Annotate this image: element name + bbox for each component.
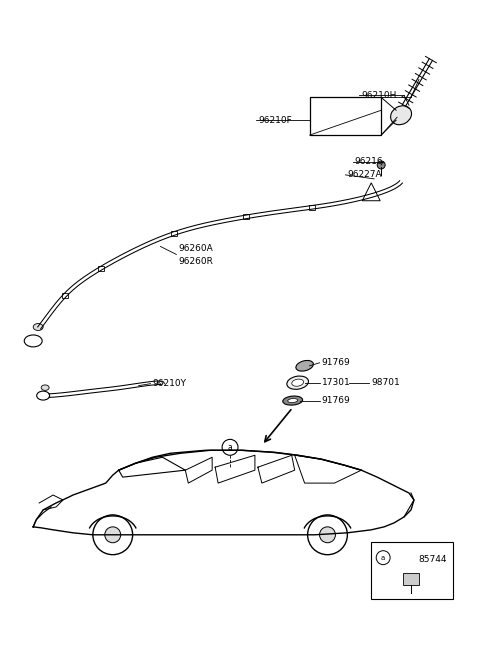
FancyBboxPatch shape xyxy=(62,293,68,298)
Ellipse shape xyxy=(33,323,43,331)
Text: a: a xyxy=(228,443,232,452)
Text: 91769: 91769 xyxy=(322,396,350,405)
Polygon shape xyxy=(362,183,380,201)
Text: a: a xyxy=(381,555,385,561)
Circle shape xyxy=(377,161,385,169)
FancyBboxPatch shape xyxy=(403,573,419,584)
Ellipse shape xyxy=(41,385,49,390)
Text: 96210Y: 96210Y xyxy=(153,379,187,388)
Ellipse shape xyxy=(283,396,302,405)
Text: 96227A: 96227A xyxy=(348,171,382,179)
FancyBboxPatch shape xyxy=(243,215,249,219)
Text: 96210H: 96210H xyxy=(361,91,396,100)
FancyBboxPatch shape xyxy=(364,194,371,199)
Circle shape xyxy=(105,527,120,543)
Ellipse shape xyxy=(292,379,303,386)
Text: 96260A: 96260A xyxy=(179,244,213,253)
FancyBboxPatch shape xyxy=(309,205,315,210)
Text: 17301: 17301 xyxy=(322,378,350,387)
Text: 98701: 98701 xyxy=(371,378,400,387)
Ellipse shape xyxy=(287,376,309,389)
Ellipse shape xyxy=(296,360,313,371)
FancyBboxPatch shape xyxy=(371,542,453,600)
Text: 96210F: 96210F xyxy=(258,115,292,125)
Text: 85744: 85744 xyxy=(419,555,447,564)
FancyBboxPatch shape xyxy=(171,231,177,236)
Ellipse shape xyxy=(288,399,298,403)
Text: 91769: 91769 xyxy=(322,358,350,367)
Ellipse shape xyxy=(391,106,411,125)
FancyBboxPatch shape xyxy=(310,97,381,135)
Text: 96260R: 96260R xyxy=(179,257,213,266)
Text: 96216: 96216 xyxy=(354,157,383,167)
Circle shape xyxy=(320,527,336,543)
FancyBboxPatch shape xyxy=(98,266,104,270)
